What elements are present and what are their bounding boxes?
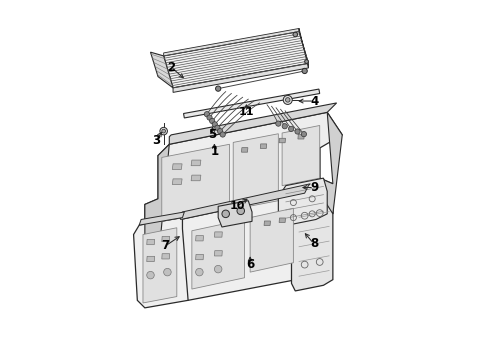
Polygon shape [279, 138, 285, 143]
Text: 11: 11 [238, 107, 254, 117]
Polygon shape [214, 232, 222, 237]
Polygon shape [173, 193, 315, 300]
Polygon shape [218, 201, 251, 227]
Circle shape [304, 60, 308, 63]
Polygon shape [173, 63, 308, 93]
Circle shape [220, 132, 225, 137]
Circle shape [285, 98, 289, 102]
Circle shape [237, 207, 244, 215]
Polygon shape [139, 212, 184, 225]
Polygon shape [163, 28, 298, 56]
Polygon shape [162, 237, 169, 242]
Polygon shape [172, 179, 182, 185]
Polygon shape [233, 134, 278, 209]
Polygon shape [146, 256, 154, 262]
Circle shape [294, 129, 300, 134]
Circle shape [206, 115, 212, 120]
Circle shape [301, 131, 306, 137]
Polygon shape [162, 254, 169, 259]
Circle shape [222, 210, 229, 217]
Polygon shape [282, 126, 319, 186]
Polygon shape [183, 89, 319, 118]
Polygon shape [144, 144, 169, 244]
Polygon shape [169, 103, 336, 144]
Polygon shape [319, 112, 342, 214]
Text: 3: 3 [152, 134, 160, 147]
Circle shape [215, 86, 221, 91]
Polygon shape [191, 175, 201, 181]
Polygon shape [264, 221, 270, 225]
Circle shape [282, 123, 287, 129]
Circle shape [146, 271, 154, 279]
Polygon shape [144, 112, 342, 244]
Circle shape [162, 129, 165, 133]
Circle shape [275, 121, 281, 126]
Circle shape [163, 268, 171, 276]
Circle shape [302, 68, 306, 73]
Circle shape [204, 112, 209, 117]
Polygon shape [150, 52, 173, 88]
Polygon shape [191, 160, 201, 166]
Text: 2: 2 [167, 61, 175, 74]
Polygon shape [172, 164, 182, 170]
Polygon shape [162, 144, 229, 221]
Polygon shape [250, 208, 293, 272]
Text: 1: 1 [210, 145, 218, 158]
Polygon shape [214, 251, 222, 256]
Polygon shape [133, 217, 188, 308]
Polygon shape [142, 228, 177, 303]
Polygon shape [195, 255, 203, 260]
Polygon shape [279, 218, 285, 222]
Polygon shape [195, 236, 203, 241]
Polygon shape [291, 197, 332, 291]
Text: 4: 4 [309, 95, 318, 108]
Circle shape [288, 126, 293, 131]
Text: 5: 5 [208, 129, 216, 141]
Circle shape [292, 32, 297, 37]
Circle shape [195, 268, 203, 276]
Polygon shape [180, 184, 310, 220]
Polygon shape [191, 220, 244, 289]
Text: 8: 8 [309, 238, 318, 251]
Text: 7: 7 [161, 239, 169, 252]
Polygon shape [298, 28, 308, 68]
Polygon shape [146, 239, 154, 245]
Text: 10: 10 [229, 201, 244, 211]
Polygon shape [278, 178, 326, 226]
Circle shape [160, 127, 167, 135]
Text: 9: 9 [309, 181, 318, 194]
Circle shape [217, 129, 222, 134]
Circle shape [209, 118, 214, 123]
Polygon shape [297, 135, 304, 139]
Polygon shape [260, 144, 266, 148]
Circle shape [283, 95, 292, 104]
Text: 6: 6 [245, 258, 254, 271]
Circle shape [214, 125, 220, 130]
Circle shape [214, 265, 222, 273]
Circle shape [212, 122, 217, 127]
Polygon shape [163, 31, 308, 88]
Polygon shape [241, 148, 247, 152]
